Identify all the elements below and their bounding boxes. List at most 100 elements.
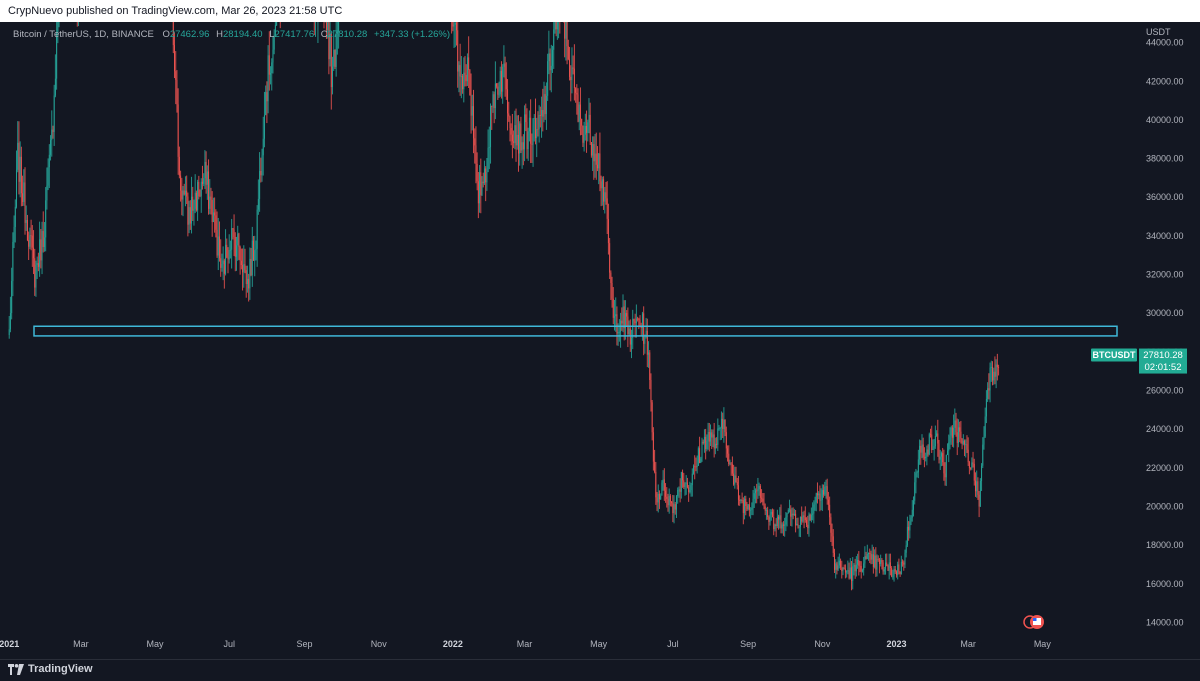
candle-body — [876, 558, 878, 570]
candle-body — [16, 169, 18, 207]
candle-body — [943, 462, 945, 474]
candle-body — [52, 129, 54, 132]
candle-body — [886, 562, 888, 566]
candle-body — [571, 67, 573, 81]
candle-body — [908, 526, 910, 531]
y-tick-label: 24000.00 — [1146, 424, 1184, 434]
candle-body — [831, 532, 833, 537]
candle-body — [984, 416, 986, 437]
candle-body — [814, 502, 816, 505]
y-tick-label: 32000.00 — [1146, 270, 1184, 280]
chart-area[interactable]: 14000.00 16000.00 18000.00 20000.00 22000.00… — [0, 20, 1200, 659]
candle-body — [990, 366, 992, 368]
candle-body — [702, 441, 704, 444]
candle-body — [539, 115, 541, 116]
candle-body — [947, 450, 949, 455]
candle-body — [466, 57, 468, 82]
candle-body — [789, 509, 791, 511]
candle-body — [222, 260, 224, 264]
tradingview-logo-icon — [8, 663, 24, 675]
candle-body — [505, 78, 507, 90]
candle-body — [812, 513, 814, 515]
candle-body — [227, 257, 229, 260]
candle-body — [671, 501, 673, 504]
candle-body — [646, 330, 648, 355]
candle-body — [584, 126, 586, 135]
event-flags[interactable] — [1023, 615, 1044, 629]
candle-body — [808, 514, 810, 529]
candle-body — [921, 444, 923, 453]
candle-body — [611, 282, 613, 299]
candle-body — [692, 466, 694, 474]
candle-body — [511, 134, 513, 142]
candle-body — [622, 306, 624, 324]
candle-body — [865, 556, 867, 559]
candle-body — [727, 448, 729, 454]
candle-body — [226, 244, 228, 258]
candle-body — [869, 553, 871, 554]
candle-body — [776, 516, 778, 526]
candle-body — [981, 465, 983, 481]
candle-body — [208, 171, 210, 209]
y-tick-label: 26000.00 — [1146, 386, 1184, 396]
candle-body — [181, 190, 183, 200]
candle-body — [711, 432, 713, 438]
candle-body — [210, 196, 212, 200]
candle-body — [504, 63, 506, 79]
candle-body — [914, 482, 916, 501]
candle-body — [894, 569, 896, 572]
candle-body — [177, 104, 179, 157]
y-tick-label: 40000.00 — [1146, 115, 1184, 125]
candle-body — [741, 500, 743, 501]
candle-body — [699, 448, 701, 463]
candle-body — [730, 463, 732, 465]
legend-open: 27462.96 — [170, 29, 210, 40]
price-chart[interactable]: 14000.00 16000.00 18000.00 20000.00 22000.00… — [0, 20, 1200, 659]
candle-body — [857, 560, 859, 565]
candle-body — [543, 94, 545, 117]
candle-body — [976, 481, 978, 492]
candle-body — [744, 498, 746, 513]
candle-body — [517, 134, 519, 154]
candle-body — [968, 462, 970, 469]
candle-body — [964, 440, 966, 445]
candle-body — [878, 559, 880, 565]
candle-body — [848, 570, 850, 579]
candle-body — [13, 226, 15, 243]
candle-body — [787, 509, 789, 514]
candle-body — [719, 427, 721, 429]
candle-body — [875, 555, 877, 570]
candle-body — [682, 472, 684, 481]
candle-body — [586, 126, 588, 133]
candle-body — [507, 89, 509, 114]
candle-body — [600, 181, 602, 189]
tradingview-logo[interactable]: TradingView — [8, 663, 93, 675]
candle-body — [881, 559, 883, 563]
candle-body — [895, 571, 897, 576]
support-resistance-zone[interactable] — [33, 325, 1118, 337]
candle-body — [334, 50, 336, 67]
candle-body — [767, 510, 769, 518]
y-tick-label: 38000.00 — [1146, 154, 1184, 164]
candle-body — [809, 514, 811, 520]
candle-body — [685, 482, 687, 484]
candle-body — [493, 94, 495, 109]
candle-body — [927, 449, 929, 455]
candle-body — [199, 196, 201, 198]
candle-body — [883, 569, 885, 572]
candle-body — [993, 371, 995, 381]
candle-body — [514, 125, 516, 143]
candle-body — [736, 482, 738, 486]
candle-body — [251, 240, 253, 276]
candle-body — [728, 453, 730, 465]
candle-body — [987, 388, 989, 399]
candle-body — [751, 507, 753, 510]
axis-currency: USDT — [1146, 27, 1171, 37]
candle-body — [754, 490, 756, 494]
candle-body — [590, 142, 592, 156]
candle-body — [537, 129, 539, 130]
candle-body — [972, 462, 974, 464]
candle-body — [9, 313, 11, 330]
candle-body — [26, 219, 28, 241]
candle-body — [545, 95, 547, 115]
